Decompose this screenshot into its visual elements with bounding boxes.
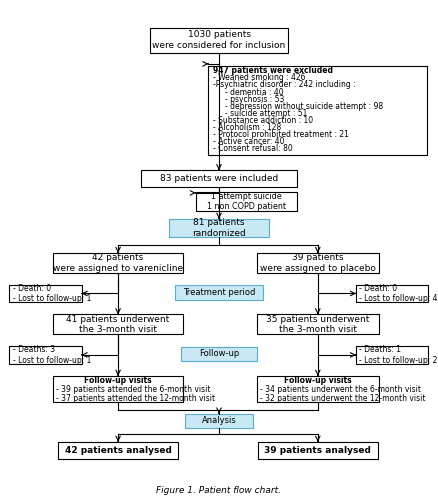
Text: 39 patients analysed: 39 patients analysed: [265, 446, 371, 455]
FancyBboxPatch shape: [257, 376, 379, 402]
Text: Treatment period: Treatment period: [183, 288, 255, 297]
Text: - Consent refusal: 80: - Consent refusal: 80: [213, 144, 293, 154]
Text: 947 patients were excluded: 947 patients were excluded: [213, 66, 333, 76]
FancyBboxPatch shape: [258, 442, 378, 459]
Text: Follow-up visits: Follow-up visits: [284, 376, 352, 385]
FancyBboxPatch shape: [141, 170, 297, 188]
FancyBboxPatch shape: [9, 285, 81, 302]
Text: - Protocol prohibited treatment : 21: - Protocol prohibited treatment : 21: [213, 130, 349, 139]
Text: - Weaned smoking : 426: - Weaned smoking : 426: [213, 74, 305, 82]
Text: Follow-up: Follow-up: [199, 350, 239, 358]
FancyBboxPatch shape: [181, 346, 257, 362]
FancyBboxPatch shape: [257, 314, 379, 334]
FancyBboxPatch shape: [53, 376, 183, 402]
Text: - Alcoholism : 128: - Alcoholism : 128: [213, 123, 281, 132]
Text: 42 patients
were assigned to varenicline: 42 patients were assigned to varenicline: [53, 254, 183, 272]
Text: 41 patients underwent
the 3-month visit: 41 patients underwent the 3-month visit: [67, 314, 170, 334]
FancyBboxPatch shape: [185, 414, 253, 428]
Text: - Death: 0
- Lost to follow-up: 1: - Death: 0 - Lost to follow-up: 1: [13, 284, 91, 303]
Text: - dementia : 40: - dementia : 40: [225, 88, 284, 96]
Text: 42 patients analysed: 42 patients analysed: [65, 446, 172, 455]
Text: - Death: 0
- Lost to follow-up: 4: - Death: 0 - Lost to follow-up: 4: [360, 284, 438, 303]
Text: - Deaths: 1
- Lost to follow-up: 2: - Deaths: 1 - Lost to follow-up: 2: [360, 345, 438, 364]
Text: 1 attempt suicide
1 non COPD patient: 1 attempt suicide 1 non COPD patient: [207, 192, 286, 211]
Text: Follow-up visits: Follow-up visits: [84, 376, 152, 385]
Text: - 32 patients underwent the 12-month visit: - 32 patients underwent the 12-month vis…: [260, 394, 426, 402]
FancyBboxPatch shape: [150, 28, 288, 52]
Text: - psychosis : 53: - psychosis : 53: [225, 94, 285, 104]
Text: Analysis: Analysis: [201, 416, 237, 426]
FancyBboxPatch shape: [58, 442, 178, 459]
FancyBboxPatch shape: [169, 219, 269, 237]
FancyBboxPatch shape: [196, 192, 297, 210]
Text: - 39 patients attended the 6-month visit: - 39 patients attended the 6-month visit: [56, 385, 211, 394]
Text: - suicide attempt : 51: - suicide attempt : 51: [225, 109, 307, 118]
FancyBboxPatch shape: [9, 346, 81, 364]
FancyBboxPatch shape: [53, 253, 183, 273]
FancyBboxPatch shape: [356, 346, 428, 364]
Text: 1030 patients
were considered for inclusion: 1030 patients were considered for inclus…: [152, 30, 286, 50]
Text: - Substance addiction : 10: - Substance addiction : 10: [213, 116, 313, 125]
Text: Figure 1. Patient flow chart.: Figure 1. Patient flow chart.: [156, 486, 282, 495]
Text: - 37 patients attended the 12-month visit: - 37 patients attended the 12-month visi…: [56, 394, 215, 402]
Text: 39 patients
were assigned to placebo: 39 patients were assigned to placebo: [260, 254, 376, 272]
FancyBboxPatch shape: [53, 314, 183, 334]
FancyBboxPatch shape: [356, 285, 428, 302]
Text: 81 patients
randomized: 81 patients randomized: [192, 218, 246, 238]
Text: - 34 patients underwent the 6-month visit: - 34 patients underwent the 6-month visi…: [260, 385, 421, 394]
FancyBboxPatch shape: [175, 286, 263, 300]
FancyBboxPatch shape: [208, 66, 427, 155]
Text: -Psychiatric disorder : 242 including :: -Psychiatric disorder : 242 including :: [213, 80, 355, 90]
Text: - Active cancer: 40: - Active cancer: 40: [213, 138, 284, 146]
Text: 35 patients underwent
the 3-month visit: 35 patients underwent the 3-month visit: [266, 314, 370, 334]
FancyBboxPatch shape: [257, 253, 379, 273]
Text: - Deaths: 3
- Lost to follow-up: 1: - Deaths: 3 - Lost to follow-up: 1: [13, 345, 91, 364]
Text: 83 patients were included: 83 patients were included: [160, 174, 278, 184]
Text: - depression without suicide attempt : 98: - depression without suicide attempt : 9…: [225, 102, 383, 111]
